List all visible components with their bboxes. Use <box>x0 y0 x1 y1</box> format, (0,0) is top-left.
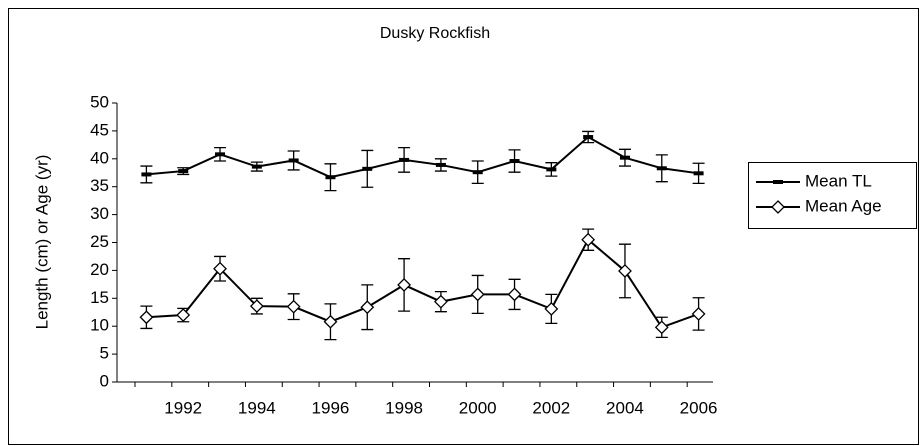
x-tick-label: 2002 <box>532 398 570 417</box>
marker <box>470 287 485 302</box>
y-tick-label: 40 <box>90 148 109 167</box>
marker <box>139 310 154 325</box>
y-tick-label: 30 <box>90 204 109 223</box>
marker <box>362 166 373 171</box>
marker <box>399 157 410 162</box>
marker <box>176 308 191 322</box>
x-tick-label: 2000 <box>459 398 497 417</box>
marker <box>178 169 189 174</box>
marker <box>693 171 704 176</box>
chart-title: Dusky Rockfish <box>380 25 490 42</box>
y-tick-label: 25 <box>90 232 109 251</box>
marker <box>509 159 520 164</box>
y-tick-label: 35 <box>90 176 109 195</box>
x-tick-label: 1996 <box>312 398 350 417</box>
marker <box>435 162 446 167</box>
x-tick-label: 2004 <box>606 398 644 417</box>
marker <box>656 166 667 171</box>
marker <box>771 200 785 214</box>
y-tick-label: 5 <box>100 344 109 363</box>
marker <box>288 158 299 163</box>
marker <box>583 135 594 140</box>
marker <box>691 307 706 321</box>
marker <box>360 300 375 315</box>
y-tick-label: 50 <box>90 92 109 111</box>
legend-label: Mean Age <box>805 196 882 215</box>
x-tick-label: 1998 <box>385 398 423 417</box>
y-tick-label: 15 <box>90 288 109 307</box>
legend-box <box>748 162 917 229</box>
marker <box>397 277 412 292</box>
marker <box>141 172 152 177</box>
y-tick-label: 20 <box>90 260 109 279</box>
marker <box>507 287 522 302</box>
marker <box>325 175 336 180</box>
y-tick-label: 0 <box>100 371 109 390</box>
x-tick-label: 2006 <box>680 398 718 417</box>
marker <box>215 152 226 157</box>
y-tick-label: 45 <box>90 120 109 139</box>
y-axis-label: Length (cm) or Age (yr) <box>32 155 51 330</box>
marker <box>654 320 669 335</box>
series-line <box>146 238 699 329</box>
marker <box>213 261 227 276</box>
x-tick-label: 1992 <box>164 398 202 417</box>
legend-label: Mean TL <box>805 171 872 190</box>
marker <box>581 232 596 247</box>
marker <box>618 264 632 278</box>
marker <box>546 167 557 172</box>
marker <box>472 170 483 175</box>
marker <box>433 294 448 309</box>
y-tick-label: 10 <box>90 316 109 335</box>
series-line <box>146 135 699 179</box>
x-tick-label: 1994 <box>238 398 276 417</box>
marker <box>544 301 559 316</box>
marker <box>249 299 264 314</box>
marker <box>286 299 301 314</box>
marker <box>323 314 338 329</box>
marker <box>773 180 783 184</box>
marker <box>619 155 630 160</box>
marker <box>251 164 262 169</box>
